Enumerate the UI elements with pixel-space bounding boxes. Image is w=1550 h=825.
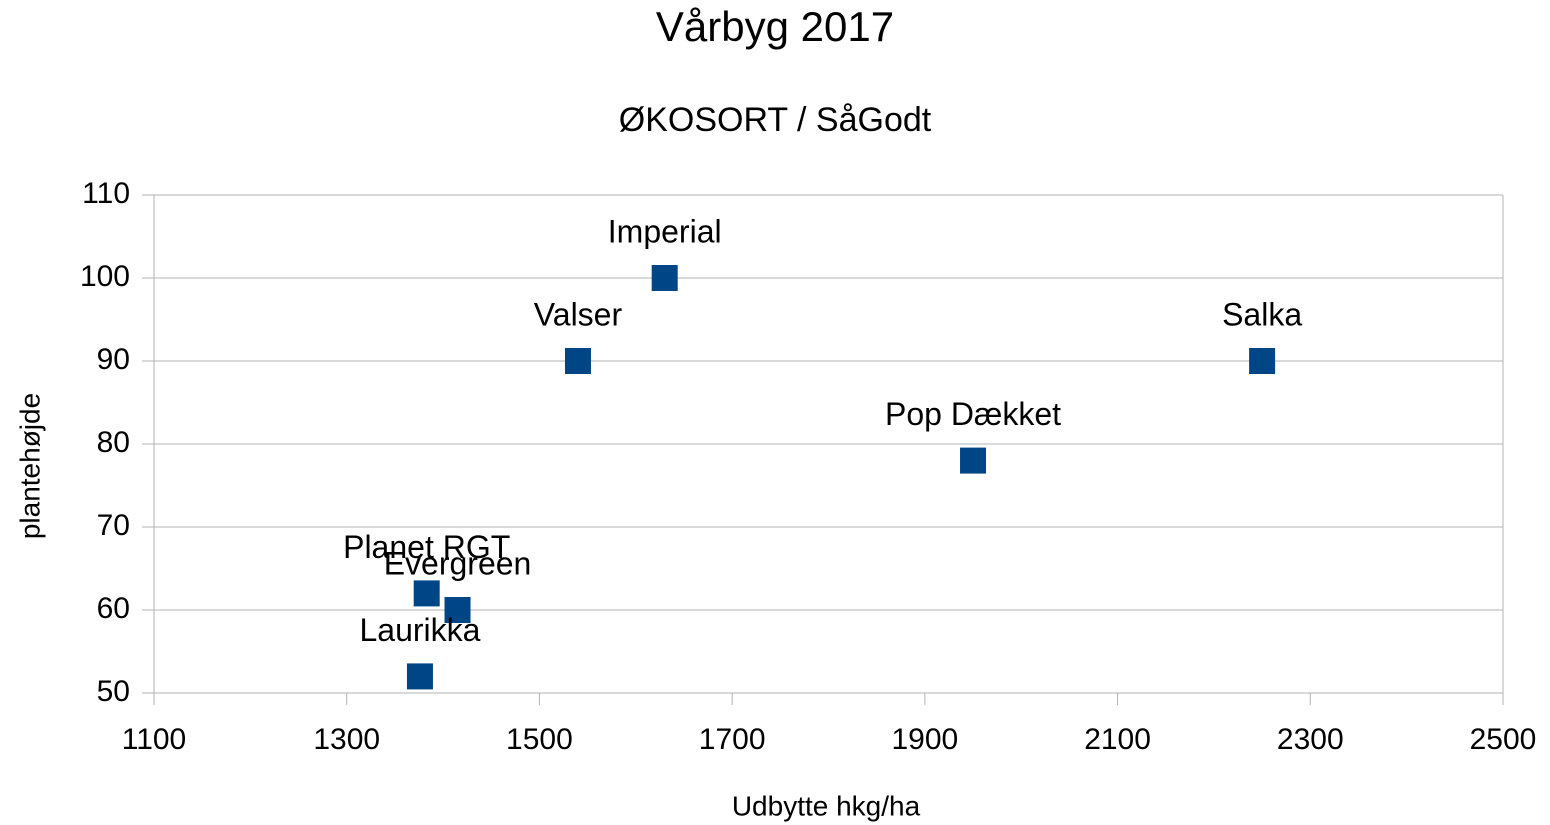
point-label: Valser bbox=[534, 296, 623, 332]
y-axis-label: plantehøjde bbox=[14, 393, 45, 539]
point-label: Planet RGT bbox=[343, 529, 510, 565]
x-axis-label: Udbytte hkg/ha bbox=[732, 790, 921, 821]
point-label: Imperial bbox=[608, 213, 722, 249]
x-tick-label: 2500 bbox=[1470, 723, 1537, 756]
y-tick-label: 80 bbox=[97, 426, 130, 459]
point-label: Laurikka bbox=[359, 612, 480, 648]
point-label: Evergreen bbox=[384, 545, 532, 581]
x-tick-label: 1500 bbox=[506, 723, 573, 756]
y-tick-label: 50 bbox=[97, 675, 130, 708]
x-tick-label: 1900 bbox=[891, 723, 958, 756]
y-tick-label: 60 bbox=[97, 592, 130, 625]
y-tick-label: 90 bbox=[97, 343, 130, 376]
point bbox=[444, 597, 471, 623]
x-tick-label: 1700 bbox=[699, 723, 766, 756]
point bbox=[413, 580, 440, 607]
y-tick-label: 100 bbox=[80, 260, 130, 293]
y-tick-label: 110 bbox=[82, 177, 130, 210]
point bbox=[960, 447, 987, 474]
point-label: Pop Dækket bbox=[885, 396, 1061, 432]
point bbox=[406, 663, 433, 690]
y-tick-label: 70 bbox=[97, 509, 130, 542]
point bbox=[564, 348, 591, 374]
point bbox=[651, 265, 678, 291]
x-tick-label: 2100 bbox=[1084, 723, 1151, 756]
chart-title: Vårbyg 2017 bbox=[656, 3, 894, 50]
chart-subtitle: ØKOSORT / SåGodt bbox=[619, 101, 932, 139]
point bbox=[1249, 348, 1276, 374]
x-tick-label: 1100 bbox=[122, 723, 187, 756]
point-label: Salka bbox=[1222, 296, 1302, 332]
x-tick-label: 2300 bbox=[1277, 723, 1344, 756]
x-tick-label: 1300 bbox=[313, 723, 380, 756]
